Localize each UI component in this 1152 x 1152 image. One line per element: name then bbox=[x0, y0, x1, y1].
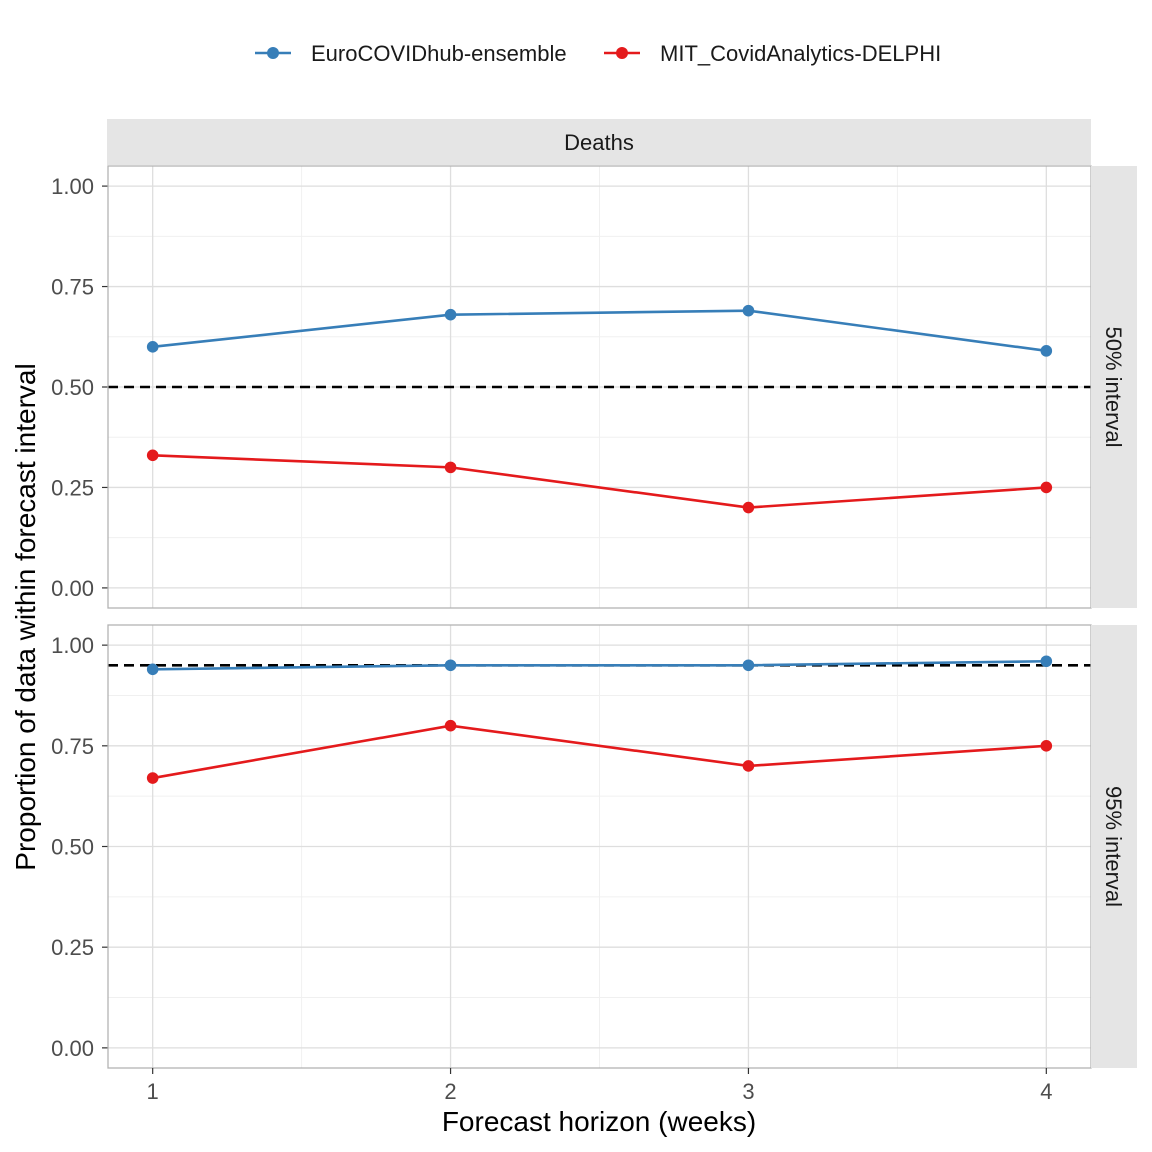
data-point bbox=[146, 449, 159, 462]
data-point bbox=[444, 461, 457, 474]
legend-key-point bbox=[267, 47, 279, 59]
data-point bbox=[1040, 345, 1053, 357]
legend: EuroCOVIDhub-ensemble MIT_CovidAnalytics-… bbox=[255, 41, 941, 66]
y-tick-label: 0.25 bbox=[51, 475, 94, 500]
facet-label: 95% interval bbox=[1101, 786, 1126, 907]
y-tick-label: 1.00 bbox=[51, 174, 94, 199]
data-point bbox=[742, 659, 755, 672]
legend-key-point bbox=[616, 47, 628, 59]
data-point bbox=[1040, 481, 1053, 494]
x-axis-ticks: 1 2 3 4 bbox=[147, 1068, 1052, 1104]
data-point bbox=[444, 719, 457, 732]
data-point bbox=[146, 772, 159, 784]
x-tick-label: 2 bbox=[444, 1079, 456, 1104]
legend-label: EuroCOVIDhub-ensemble bbox=[311, 41, 567, 66]
panels: 0.00 0.25 0.50 0.75 1.00 50% interval 0.00 0.25… bbox=[51, 165, 1137, 1069]
y-tick-label: 1.00 bbox=[51, 633, 94, 658]
y-axis-label: Proportion of data within forecast inter… bbox=[10, 363, 41, 870]
data-point bbox=[146, 341, 159, 353]
y-tick-label: 0.00 bbox=[51, 576, 94, 601]
x-tick-label: 4 bbox=[1040, 1079, 1052, 1104]
data-point bbox=[742, 501, 755, 514]
facet-label: 50% interval bbox=[1101, 326, 1126, 447]
data-point bbox=[444, 308, 457, 321]
facet-strip-right bbox=[1091, 166, 1137, 608]
data-point bbox=[444, 659, 457, 672]
y-tick-label: 0.00 bbox=[51, 1036, 94, 1061]
data-point bbox=[1040, 740, 1053, 752]
y-tick-label: 0.25 bbox=[51, 935, 94, 960]
y-tick-label: 0.50 bbox=[51, 375, 94, 400]
x-tick-label: 3 bbox=[742, 1079, 754, 1104]
series-line bbox=[152, 454, 1047, 509]
data-point bbox=[146, 663, 159, 676]
legend-label: MIT_CovidAnalytics-DELPHI bbox=[660, 41, 941, 66]
series-line bbox=[152, 309, 1047, 353]
panel-1: 0.00 0.25 0.50 0.75 1.00 50% interval bbox=[51, 165, 1137, 609]
series-line bbox=[152, 659, 1047, 671]
facet-strip-top bbox=[107, 119, 1091, 165]
facet-title: Deaths bbox=[564, 130, 634, 155]
x-axis-label: Forecast horizon (weeks) bbox=[442, 1106, 756, 1137]
y-tick-label: 0.50 bbox=[51, 835, 94, 860]
panel-2: 0.00 0.25 0.50 0.75 1.00 95% interval bbox=[51, 624, 1137, 1069]
y-tick-label: 0.75 bbox=[51, 734, 94, 759]
data-point bbox=[742, 304, 755, 317]
x-tick-label: 1 bbox=[147, 1079, 159, 1104]
series-line bbox=[152, 724, 1047, 780]
data-point bbox=[1040, 655, 1053, 668]
y-tick-label: 0.75 bbox=[51, 275, 94, 300]
facet-strip-right bbox=[1091, 625, 1137, 1068]
data-point bbox=[742, 760, 755, 772]
